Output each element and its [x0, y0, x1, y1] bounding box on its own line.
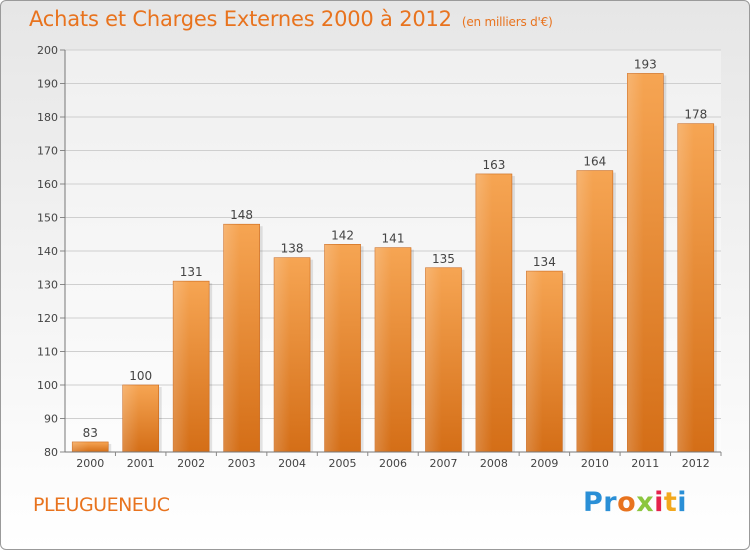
logo-letter: x	[636, 487, 655, 518]
x-tick-label: 2001	[127, 457, 155, 470]
x-tick-label: 2009	[530, 457, 558, 470]
proxiti-logo: Proxiti	[583, 487, 687, 518]
bar-highlight	[223, 224, 240, 452]
x-tick-label: 2011	[631, 457, 659, 470]
bar-highlight	[324, 244, 341, 452]
chart-subtitle: (en milliers d'€)	[461, 15, 553, 29]
data-label: 83	[83, 426, 98, 440]
logo-letter: t	[663, 487, 678, 518]
y-tick-label: 190	[37, 78, 58, 91]
bar-highlight	[627, 73, 644, 452]
logo-letter: i	[677, 487, 688, 518]
bar-highlight	[677, 123, 694, 452]
chart-title: Achats et Charges Externes 2000 à 2012 (e…	[29, 7, 553, 31]
x-tick-label: 2000	[76, 457, 104, 470]
bar-highlight	[72, 441, 89, 452]
x-tick-label: 2003	[228, 457, 256, 470]
chart-title-text: Achats et Charges Externes 2000 à 2012	[29, 7, 452, 31]
data-label: 141	[382, 232, 405, 246]
bar-highlight	[526, 271, 543, 452]
bar-highlight	[425, 267, 442, 452]
x-axis: 2000 2001 2002 2003 2004 2005 2006 2007 2008 2009…	[65, 451, 722, 470]
x-tick-label: 2002	[177, 457, 205, 470]
data-label: 135	[432, 252, 455, 266]
x-tick-label: 2004	[278, 457, 306, 470]
y-tick-label: 100	[37, 379, 58, 392]
y-tick-label: 170	[37, 145, 58, 158]
data-label: 193	[634, 57, 657, 71]
y-tick-label: 120	[37, 312, 58, 325]
x-tick-label: 2008	[480, 457, 508, 470]
data-label: 148	[230, 208, 253, 222]
data-label: 138	[281, 242, 304, 256]
x-tick-label: 2005	[329, 457, 357, 470]
x-tick-label: 2012	[682, 457, 710, 470]
bar-highlight	[173, 281, 190, 452]
data-label: 134	[533, 255, 556, 269]
y-tick-label: 80	[44, 446, 58, 459]
logo-letter: i	[654, 487, 664, 518]
y-tick-label: 130	[37, 279, 58, 292]
y-tick-label: 140	[37, 245, 58, 258]
y-axis: 80 90 100 110 120 130 140 150 160 170 180 190 200	[37, 44, 66, 459]
y-tick-label: 200	[37, 44, 58, 57]
bar-highlight	[122, 385, 139, 452]
data-label: 100	[129, 369, 152, 383]
data-label: 164	[583, 155, 606, 169]
commune-name: PLEUGUENEUC	[33, 494, 170, 516]
bar-highlight	[274, 257, 291, 452]
data-label: 178	[684, 108, 707, 122]
data-label: 163	[482, 158, 505, 172]
bar-highlight	[375, 247, 392, 452]
data-label: 131	[180, 265, 203, 279]
data-label: 142	[331, 228, 354, 242]
logo-letter: r	[603, 487, 618, 518]
y-tick-label: 150	[37, 212, 58, 225]
y-tick-label: 160	[37, 178, 58, 191]
bars: 83 100 131 148 138 142 141 135 163 134 164 193 178	[71, 57, 717, 453]
x-tick-label: 2006	[379, 457, 407, 470]
y-tick-label: 180	[37, 111, 58, 124]
x-tick-label: 2007	[429, 457, 457, 470]
logo-letter: P	[583, 487, 604, 518]
bar-highlight	[576, 170, 594, 452]
y-tick-label: 110	[37, 346, 58, 359]
bar-highlight	[475, 173, 493, 452]
x-tick-label: 2010	[581, 457, 609, 470]
logo-letter: o	[617, 487, 637, 518]
y-tick-label: 90	[44, 413, 58, 426]
